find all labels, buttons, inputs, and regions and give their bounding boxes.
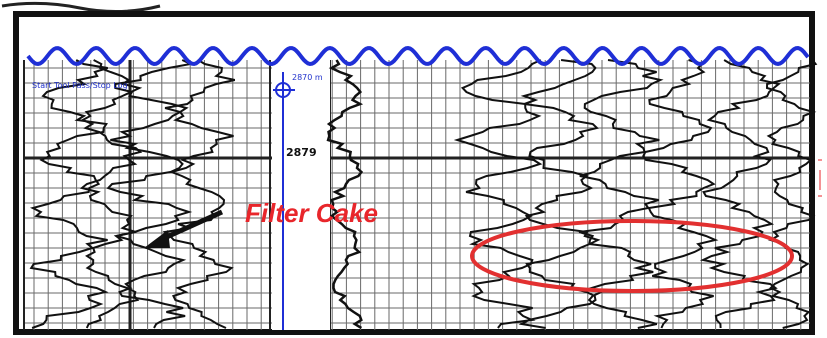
callout-arrow xyxy=(144,209,224,248)
log-curve xyxy=(699,59,781,329)
right-edge-marks xyxy=(818,159,822,197)
top-edge-scribble xyxy=(1,1,161,14)
depth-track xyxy=(272,18,330,330)
log-curve xyxy=(765,59,818,329)
log-curves xyxy=(29,59,818,330)
log-curve xyxy=(326,59,364,330)
log-curve xyxy=(79,59,143,329)
log-curve xyxy=(578,59,664,329)
log-curve xyxy=(642,59,719,329)
filter-cake-label: Filter Cake xyxy=(245,198,378,228)
log-curve xyxy=(518,59,601,329)
blue-wave xyxy=(26,45,810,67)
top-left-label: Start Tool Pass/Stop Log xyxy=(32,81,128,90)
highlight-ellipse xyxy=(470,219,794,293)
log-curve xyxy=(162,59,236,329)
top-depth-label: 2870 m xyxy=(292,73,323,82)
depth-line xyxy=(273,72,295,330)
top-edge-strip xyxy=(0,0,827,14)
log-curve xyxy=(29,59,109,329)
log-curve xyxy=(106,59,194,329)
depth-marker: 2879 xyxy=(286,146,317,159)
